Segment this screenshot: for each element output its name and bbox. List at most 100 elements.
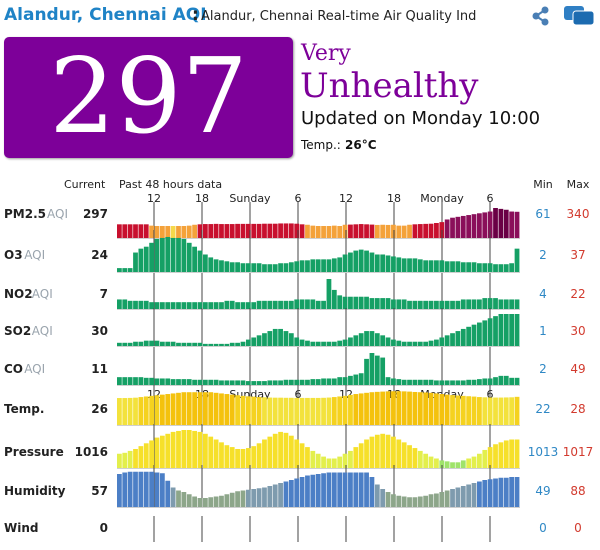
row-temp: Temp. 26 22 28 [4,385,586,426]
bar [460,380,466,385]
bar [117,474,122,507]
bar [170,487,176,507]
bar [391,391,396,425]
bar [342,224,348,238]
bar [294,299,300,309]
bar [444,335,450,346]
row-current-2: 7 [100,287,108,301]
bar [407,224,412,238]
bar [423,300,429,309]
bar [396,225,402,238]
bar [487,397,493,425]
bar [439,260,445,272]
bar [477,453,482,468]
bar [509,477,515,507]
bar [267,331,273,346]
bar [251,381,257,385]
bar [165,226,171,238]
bar [385,255,391,272]
bar [369,298,375,309]
bar [364,472,369,507]
bar [498,442,504,468]
bar [439,394,445,425]
time-tick-top-5: 18 [387,192,401,205]
row-min-5: 22 [535,402,550,416]
bar [487,378,493,385]
bar [321,226,326,238]
bar [256,335,262,346]
bar [358,373,364,385]
bar [503,299,509,309]
bar [412,258,418,272]
bar [466,484,472,507]
row-label-0: PM2.5 [4,207,46,221]
bar [374,434,380,468]
bar [503,477,509,507]
bar [460,486,466,507]
bar [471,396,477,425]
bar [321,259,326,272]
bar [503,397,509,425]
bar [482,320,488,346]
bar [122,224,128,238]
bar [213,496,219,507]
bar [143,300,149,309]
bar [294,397,300,425]
bar [450,300,455,309]
bar [272,223,278,238]
bar [192,224,197,238]
bar [256,381,262,385]
bar [299,299,305,309]
bar [197,498,203,507]
bar [235,449,240,468]
bar [240,223,246,238]
share-icon[interactable] [530,5,552,27]
bar [251,337,257,346]
bar [202,392,208,425]
bar [493,478,498,507]
bar [240,395,246,425]
bar [122,342,128,346]
bar [283,263,289,272]
row-min-6: 1013 [528,445,559,459]
bar [428,456,434,468]
bar [219,224,224,238]
bar [133,377,138,385]
bar [321,473,326,507]
bar [477,379,482,385]
bar [219,442,224,468]
bar [353,472,359,507]
chat-bubbles-icon[interactable] [563,4,595,28]
bar [251,263,257,272]
bar [337,340,343,346]
bar [374,254,380,272]
bar [224,445,230,468]
bar [385,337,391,346]
bar [401,299,407,309]
bar [353,224,359,238]
bar [348,450,353,468]
bar [380,335,386,346]
bar [434,493,439,507]
bar [428,300,434,309]
bar [331,378,337,385]
bar [401,391,407,425]
bar [493,264,498,272]
station-title-link[interactable]: Alandur, Chennai AQI [4,5,207,25]
bar [154,302,160,309]
header-bar: Alandur, Chennai AQI: Alandur, Chennai R… [0,0,600,34]
bar [321,397,326,425]
row-max-7: 88 [570,484,585,498]
bar [401,496,407,507]
bar [417,300,423,309]
bar [278,380,283,385]
bar [240,490,246,507]
bar [133,471,138,507]
bar [143,443,149,468]
updated-time: Updated on Monday 10:00 [301,108,541,129]
bar [407,379,412,385]
bar [143,224,149,238]
bar [348,472,353,507]
bar [369,436,375,468]
bar [503,264,509,272]
